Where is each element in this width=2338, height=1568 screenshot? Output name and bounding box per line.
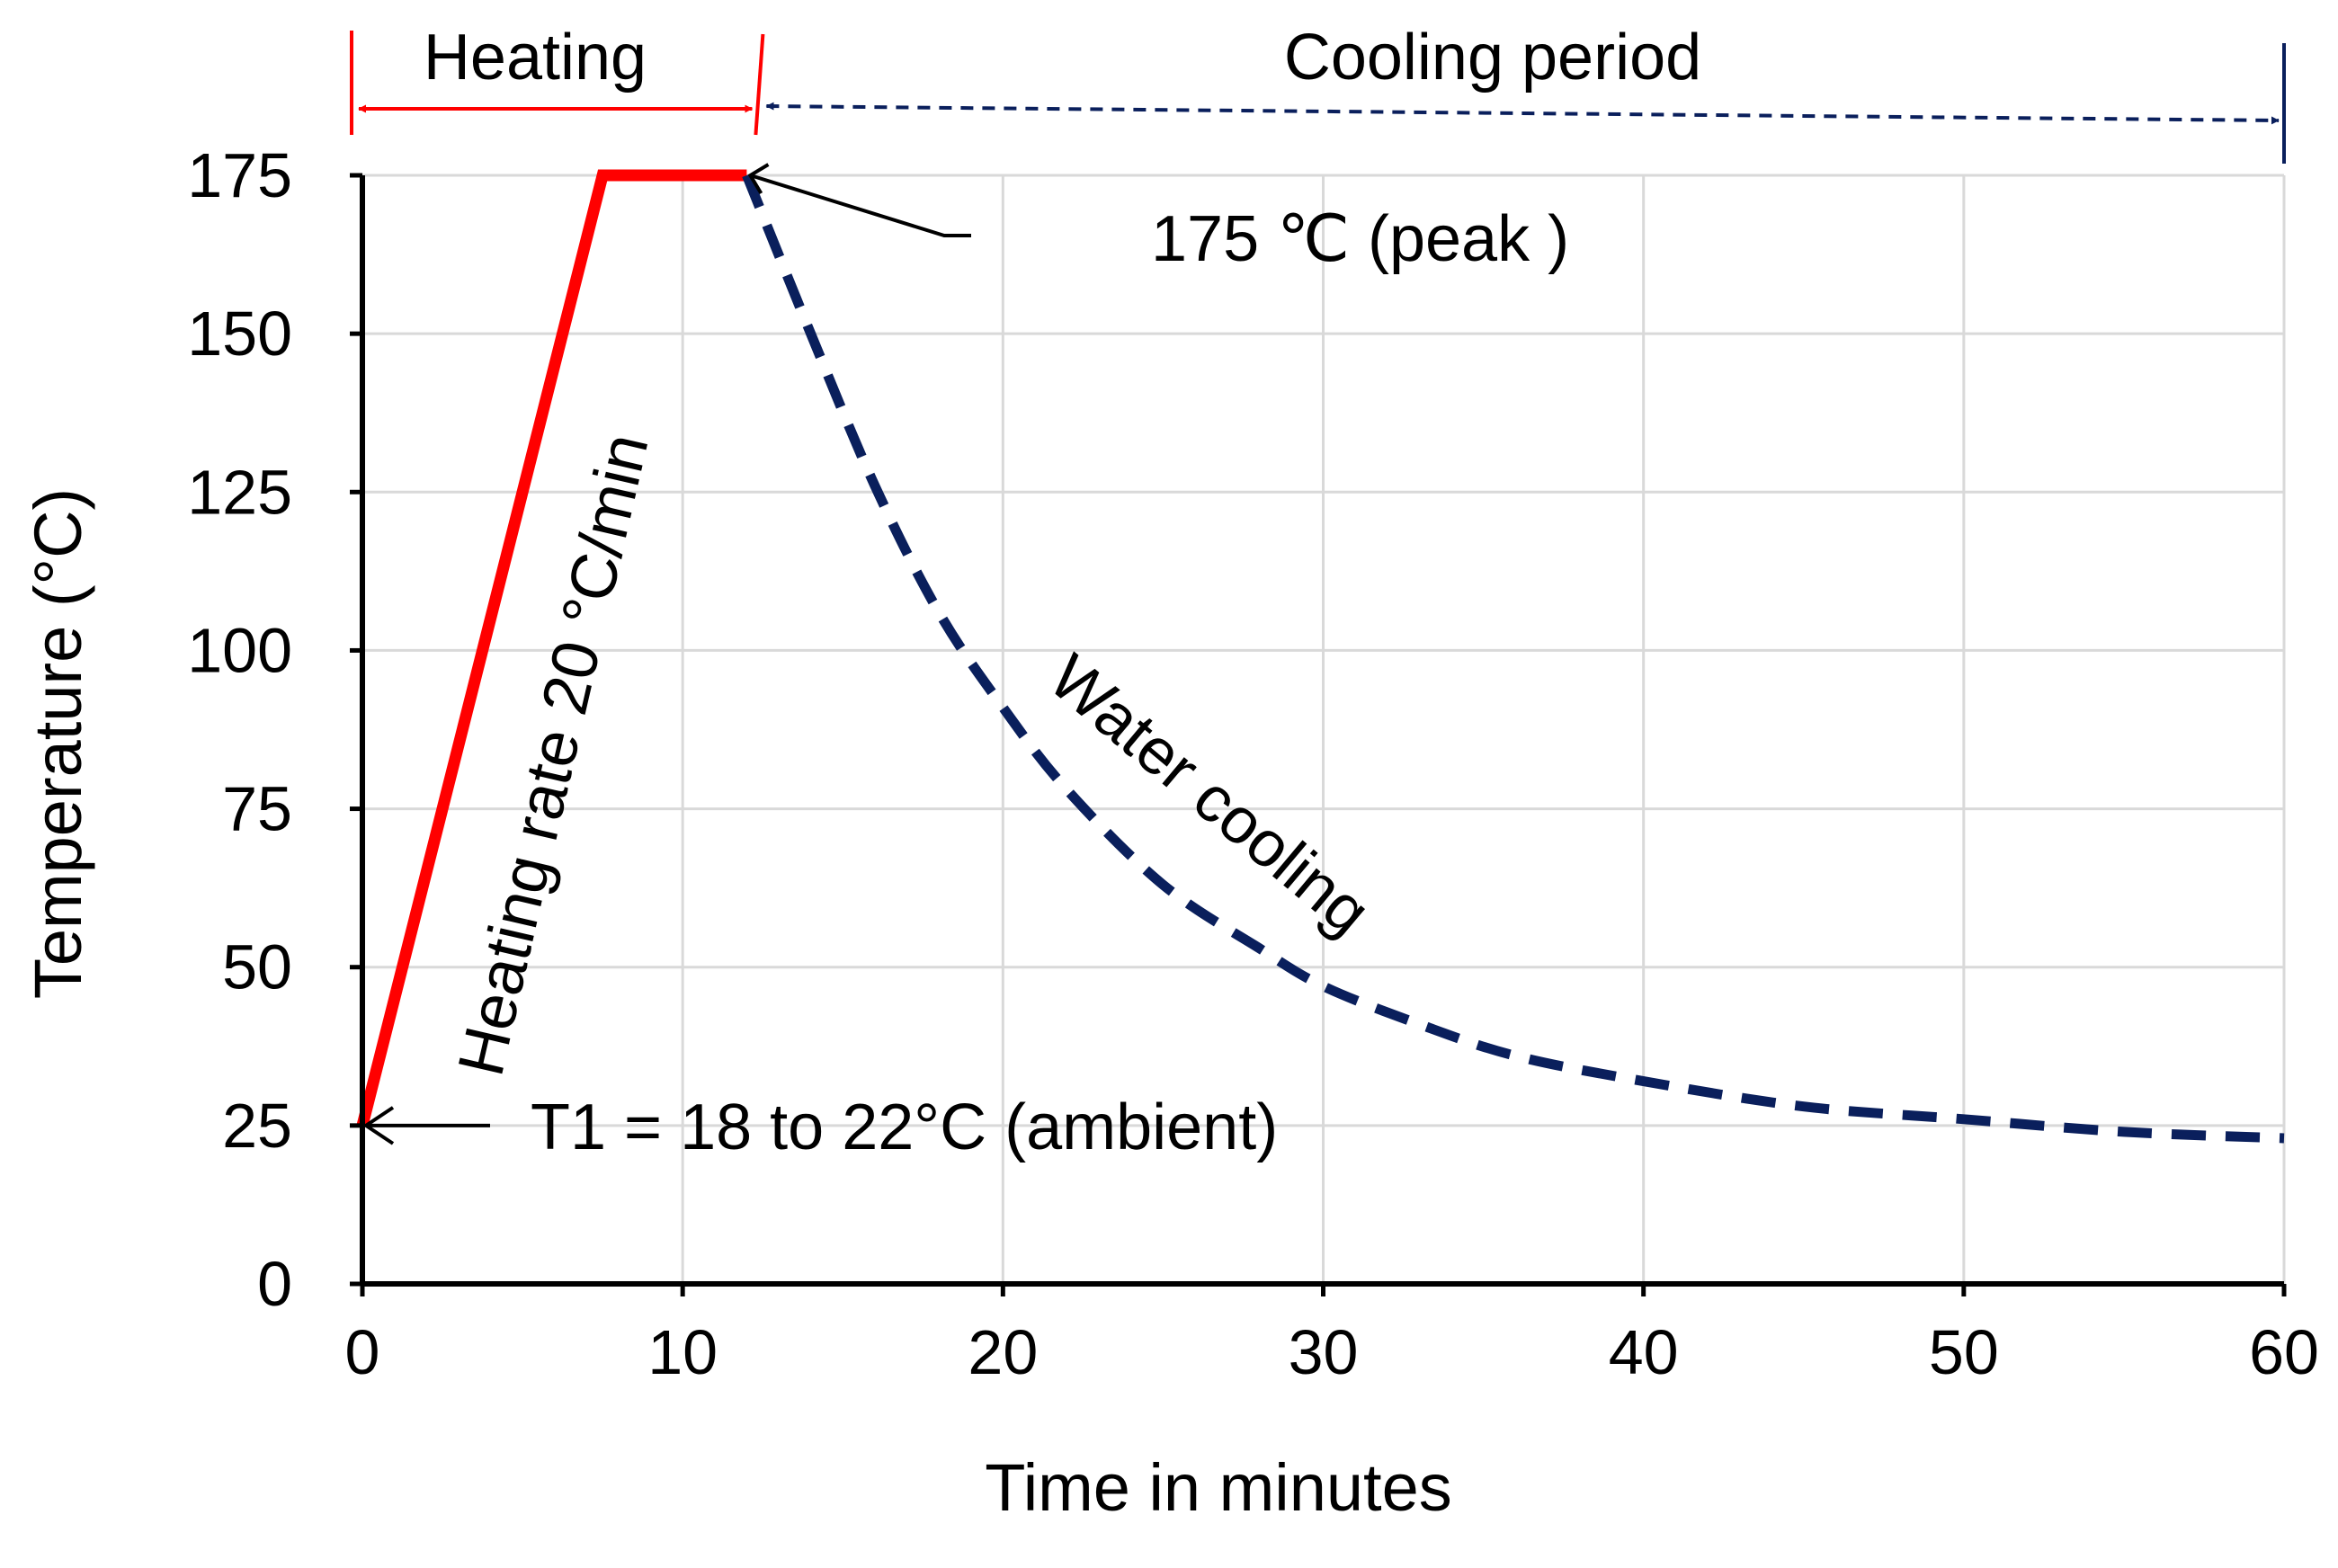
peak-callout-arrowhead — [747, 163, 770, 195]
y-tick-label: 125 — [187, 457, 292, 527]
x-tick-label: 60 — [2249, 1317, 2319, 1387]
y-tick-label: 25 — [222, 1091, 292, 1161]
x-tick-label: 20 — [968, 1317, 1038, 1387]
axes — [350, 173, 2287, 1296]
ambient-callout-arrowhead — [362, 1106, 395, 1145]
x-tick-label: 0 — [345, 1317, 380, 1387]
y-tick-label: 50 — [222, 932, 292, 1002]
cooling-series-curve — [742, 173, 2285, 1144]
y-tick-label: 75 — [222, 774, 292, 844]
x-tick-label: 30 — [1289, 1317, 1359, 1387]
cooling-period-label: Cooling period — [1284, 22, 1701, 94]
water-cooling-label: Water cooling — [1036, 641, 1384, 949]
peak-callout-leader — [749, 174, 971, 237]
annotations — [350, 31, 2286, 1145]
series-group — [356, 169, 2285, 1144]
y-axis-title: Temperature (°C) — [21, 488, 95, 999]
peak-label: 175 ℃ (peak ) — [1151, 203, 1569, 275]
x-axis-title: Time in minutes — [985, 1450, 1452, 1525]
tick-labels: 0 10 20 30 40 50 60 0 25 50 75 100 125 150 175 — [187, 140, 2319, 1387]
heating-series-line — [356, 169, 747, 1127]
y-tick-label: 150 — [187, 298, 292, 369]
y-tick-label: 0 — [257, 1249, 292, 1319]
heating-phase-label: Heating — [424, 22, 647, 94]
heating-rate-label: Heating rate 20 °C/min — [445, 427, 663, 1082]
y-tick-label: 100 — [187, 615, 292, 685]
x-tick-label: 40 — [1609, 1317, 1679, 1387]
x-tick-label: 50 — [1929, 1317, 1999, 1387]
cooling-duration-arrow — [765, 102, 2280, 125]
y-tick-label: 175 — [187, 140, 292, 210]
grid-lines — [362, 174, 2286, 1284]
x-tick-label: 10 — [647, 1317, 718, 1387]
heating-bracket-right — [754, 33, 765, 136]
ambient-label: T1 = 18 to 22°C (ambient) — [531, 1091, 1278, 1163]
